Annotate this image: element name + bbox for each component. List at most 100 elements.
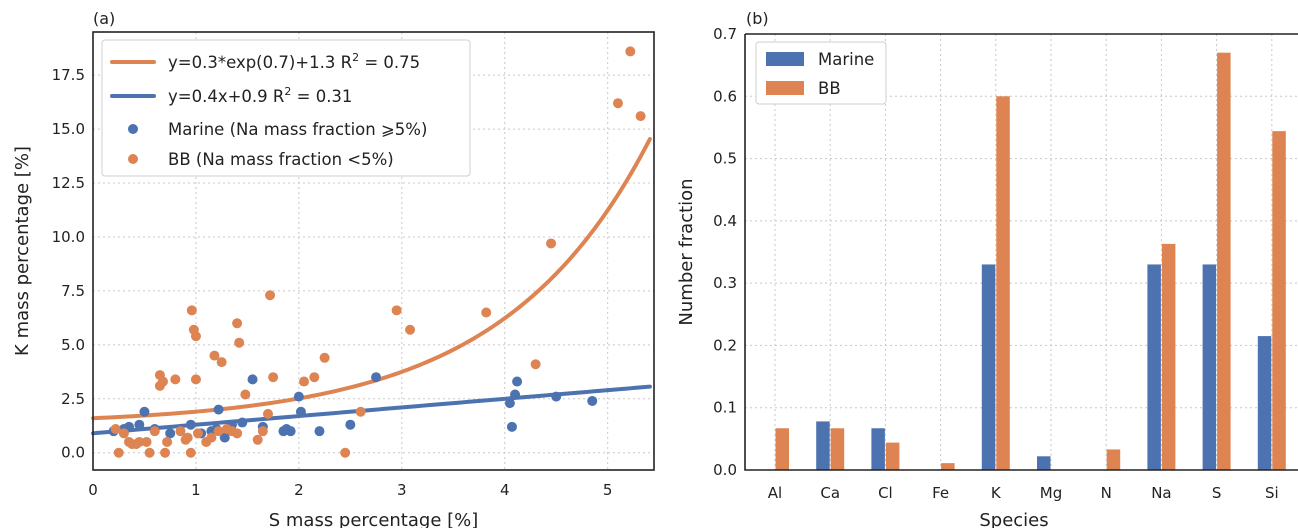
x-tick-label: Al	[768, 484, 782, 502]
y-tick-label: 7.5	[61, 282, 85, 300]
x-tick-label: Na	[1151, 484, 1171, 502]
legend: Marine BB	[755, 41, 887, 105]
bb-point	[141, 436, 152, 447]
x-axis-label: Species	[979, 510, 1048, 528]
y-tick-label: 0.1	[713, 399, 737, 417]
bb-bar	[996, 96, 1010, 471]
bb-point	[157, 376, 168, 387]
marine-point	[551, 391, 562, 402]
bb-point	[319, 352, 330, 363]
y-tick-label: 15.0	[52, 120, 85, 138]
bb-bar	[1106, 449, 1121, 470]
marine-point	[247, 374, 258, 385]
legend-fit-label: y=0.4x+0.9 R2 = 0.31	[168, 85, 352, 106]
bb-bar	[941, 463, 955, 470]
bb-point	[170, 374, 181, 385]
marine-bar	[871, 428, 885, 470]
bb-point	[209, 350, 220, 361]
x-tick-label: Cl	[878, 484, 893, 502]
bb-point	[216, 357, 227, 368]
bb-point	[309, 372, 320, 383]
x-tick-label: 3	[397, 481, 407, 499]
marine-point	[506, 421, 517, 432]
marine-bar	[1037, 456, 1051, 470]
bb-point	[405, 324, 416, 335]
y-tick-label: 0.0	[61, 444, 85, 462]
y-tick-label: 10.0	[52, 228, 85, 246]
legend-series-label: Marine	[818, 50, 874, 69]
marine-point	[510, 389, 521, 400]
legend-series-label: BB	[818, 79, 841, 98]
bb-point	[118, 428, 129, 439]
panel-label: (a)	[93, 9, 115, 28]
marine-point	[504, 398, 515, 409]
marine-bar	[1202, 264, 1217, 470]
marine-point	[314, 426, 325, 437]
marine-point	[185, 419, 196, 430]
bb-bar	[775, 428, 789, 470]
bb-point	[213, 426, 224, 437]
bb-bar	[885, 442, 900, 470]
x-tick-label: 4	[500, 481, 510, 499]
y-tick-label: 12.5	[52, 174, 85, 192]
marine-point	[237, 417, 248, 428]
legend-point-swatch	[128, 124, 138, 134]
bb-point	[252, 434, 263, 445]
bb-point	[110, 424, 121, 435]
marine-point	[213, 404, 224, 415]
y-tick-label: 0.6	[713, 87, 737, 105]
bb-point	[340, 447, 351, 458]
marine-bar	[816, 421, 830, 470]
bb-bar	[1272, 131, 1286, 470]
marine-point	[134, 419, 145, 430]
plot-frame	[92, 31, 655, 471]
bb-point	[257, 426, 268, 437]
bb-point	[530, 359, 541, 370]
bb-bar	[1217, 52, 1231, 470]
bb-point	[160, 447, 171, 458]
bb-point	[190, 331, 201, 342]
legend-series-label: Marine (Na mass fraction ⩾5%)	[168, 120, 427, 139]
legend-box	[101, 39, 471, 177]
bb-point	[635, 111, 646, 122]
bb-point	[612, 98, 623, 109]
y-tick-label: 0.2	[713, 336, 737, 354]
bb-bar	[1161, 243, 1176, 470]
x-tick-label: Si	[1265, 484, 1279, 502]
bb-point	[162, 436, 173, 447]
bar-panel: Al Ca Cl Fe K Mg N Na S Si 0.0 0.1 0.2 0.3 0.4 0.5 0.6 0.…	[676, 9, 1298, 528]
x-tick-label: Ca	[820, 484, 840, 502]
bb-point	[144, 447, 155, 458]
bb-point	[355, 406, 366, 417]
marine-point	[219, 432, 230, 443]
exp-fit-line	[91, 137, 652, 421]
marine-point	[285, 426, 296, 437]
bb-point	[546, 238, 557, 249]
bb-point	[232, 318, 243, 329]
bb-point	[185, 447, 196, 458]
scatter-panel: 0 1 2 3 4 5 0.0 2.5 5.0 7.5 10.0 12.5 15.0 17.5 S mass…	[12, 9, 655, 528]
plot-frame	[744, 33, 1298, 471]
marine-bar	[1147, 264, 1161, 470]
y-axis-label: Number fraction	[676, 178, 697, 325]
bb-point	[113, 447, 124, 458]
marine-point	[139, 406, 150, 417]
y-tick-label: 0.7	[713, 25, 737, 43]
bb-point	[234, 337, 245, 348]
marine-point	[293, 391, 304, 402]
legend: y=0.3*exp(0.7)+1.3 R2 = 0.75 y=0.4x+0.9 R…	[101, 39, 471, 177]
legend-swatch	[766, 81, 804, 95]
y-tick-label: 17.5	[52, 66, 85, 84]
bb-point	[391, 305, 402, 316]
y-tick-label: 5.0	[61, 336, 85, 354]
legend-series-label: BB (Na mass fraction <5%)	[168, 150, 394, 169]
x-axis-label: S mass percentage [%]	[269, 510, 479, 528]
x-tick-label: 2	[294, 481, 304, 499]
marine-point	[512, 376, 523, 387]
linear-fit-line	[91, 384, 652, 436]
x-tick-label: S	[1212, 484, 1222, 502]
bb-point	[149, 426, 160, 437]
bb-point	[190, 374, 201, 385]
y-tick-label: 0.0	[713, 461, 737, 479]
